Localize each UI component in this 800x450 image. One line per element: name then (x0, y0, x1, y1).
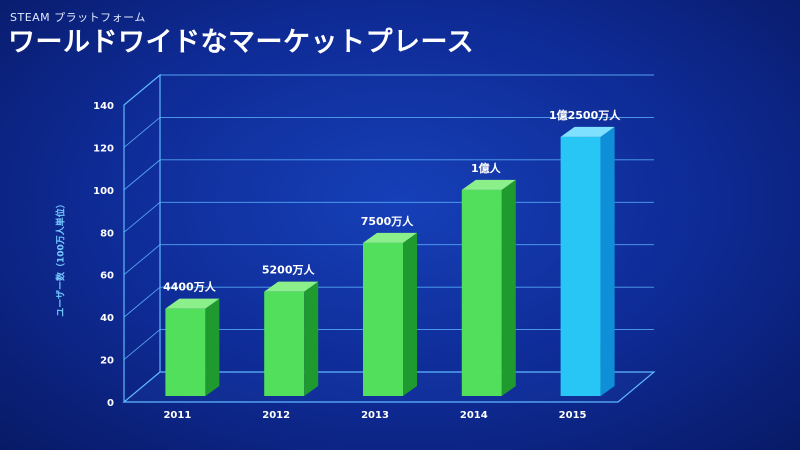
slide-kicker: STEAM プラットフォーム (10, 11, 146, 24)
x-tick-label: 2015 (559, 410, 587, 421)
y-tick-label: 0 (107, 398, 114, 409)
data-labels: 4400万人 5200万人 7500万人 1億人 1億2500万人 (163, 108, 621, 294)
y-tick-label: 140 (93, 101, 114, 112)
grid-line (123, 74, 654, 106)
y-tick-label: 120 (93, 143, 114, 154)
bar-side (403, 232, 417, 396)
bar-side (600, 126, 615, 397)
x-tick-labels: 2011 2012 2013 2014 2015 (163, 410, 586, 421)
bar-front (165, 308, 206, 396)
bar-front (363, 242, 403, 396)
bar-2013 (363, 232, 417, 396)
slide-title: ワールドワイドなマーケットプレース (8, 27, 475, 58)
data-label: 4400万人 (163, 280, 217, 294)
bar-top (461, 179, 516, 190)
bar-2015 (560, 126, 615, 397)
grid-line (123, 159, 654, 191)
x-tick-label: 2014 (460, 410, 488, 421)
x-tick-label: 2011 (163, 410, 191, 421)
chart-left-wall (123, 73, 161, 402)
bar-top (560, 126, 615, 137)
data-label: 1億人 (471, 161, 502, 175)
y-tick-label: 20 (100, 356, 114, 367)
bar-top (363, 232, 417, 243)
data-label: 5200万人 (262, 263, 316, 277)
bar-2014 (461, 179, 516, 396)
y-tick-label: 100 (93, 186, 114, 197)
bars (165, 126, 615, 397)
bar-front (560, 136, 601, 397)
bar-side (501, 179, 516, 396)
grid-line (123, 116, 654, 148)
bar-front (461, 189, 502, 396)
y-tick-label: 40 (100, 313, 114, 324)
bar-side (205, 298, 220, 396)
x-tick-label: 2013 (361, 410, 389, 421)
bar-top (165, 298, 220, 309)
data-label: 1億2500万人 (549, 108, 621, 122)
bar-side (304, 281, 319, 396)
bar-top (264, 281, 319, 292)
bar-2012 (264, 281, 319, 396)
x-tick-label: 2012 (262, 410, 290, 421)
bar-2011 (165, 298, 220, 396)
y-tick-label: 80 (100, 228, 114, 239)
bar-front (264, 291, 305, 396)
y-tick-label: 60 (100, 271, 114, 282)
y-tick-labels: 0 20 40 60 80 100 120 140 (93, 101, 114, 409)
data-label: 7500万人 (361, 214, 415, 228)
